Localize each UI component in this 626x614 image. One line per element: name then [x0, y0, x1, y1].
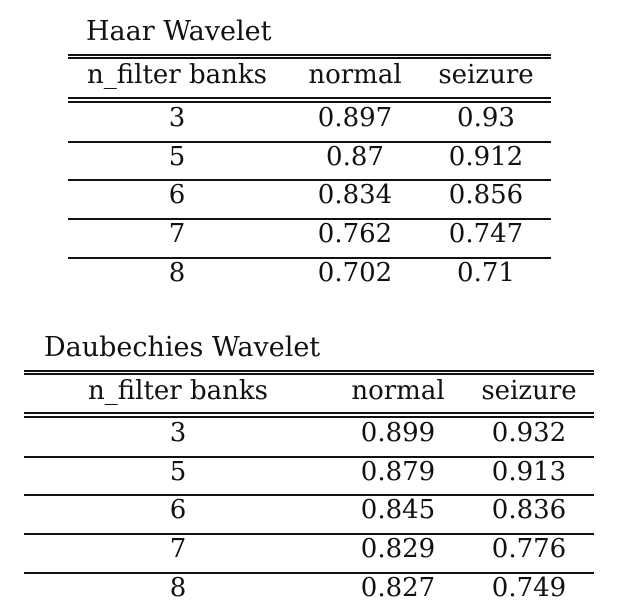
table-rule	[68, 179, 551, 181]
table-rule	[24, 370, 594, 372]
column-header: normal	[308, 60, 402, 90]
table-rule	[24, 572, 594, 574]
daubechies-wavelet-table: Daubechies Wavelet n_filter banks normal se…	[24, 334, 594, 614]
table-rule	[24, 456, 594, 458]
table-cell: 8	[169, 573, 187, 603]
table-rule	[68, 141, 551, 143]
column-header: normal	[351, 376, 445, 406]
table-cell: 5	[169, 457, 187, 487]
table-cell: 0.834	[317, 180, 393, 210]
table-cell: 0.879	[360, 457, 436, 487]
table-cell: 0.913	[491, 457, 567, 487]
table-rule	[68, 54, 551, 56]
table-cell: 0.856	[448, 180, 524, 210]
table-cell: 0.845	[360, 495, 436, 525]
table-cell: 0.827	[360, 573, 436, 603]
table-cell: 7	[168, 219, 186, 249]
table-cell: 8	[168, 258, 186, 288]
column-header: n_filter banks	[88, 376, 268, 406]
table-rule	[68, 101, 551, 103]
table-cell: 0.762	[317, 219, 393, 249]
table-cell: 0.829	[360, 534, 436, 564]
table-cell: 0.899	[360, 418, 436, 448]
table-cell: 3	[169, 418, 187, 448]
table-cell: 0.747	[448, 219, 524, 249]
table-cell: 7	[169, 534, 187, 564]
table-caption: Daubechies Wavelet	[44, 332, 321, 363]
column-header: n_filter banks	[87, 60, 267, 90]
column-header: seizure	[438, 60, 534, 90]
table-cell: 0.932	[491, 418, 567, 448]
table-rule	[24, 412, 594, 414]
table-cell: 0.836	[491, 495, 567, 525]
table-rule	[68, 97, 551, 99]
table-cell: 0.93	[457, 103, 515, 133]
table-cell: 0.87	[326, 142, 384, 172]
table-cell: 0.897	[317, 103, 393, 133]
column-header: seizure	[481, 376, 577, 406]
table-cell: 6	[168, 180, 186, 210]
table-cell: 0.912	[448, 142, 524, 172]
table-rule	[24, 373, 594, 375]
table-cell: 0.71	[457, 258, 515, 288]
table-cell: 6	[169, 495, 187, 525]
table-cell: 3	[168, 103, 186, 133]
table-cell: 5	[168, 142, 186, 172]
table-cell: 0.702	[317, 258, 393, 288]
table-rule	[68, 57, 551, 59]
table-caption: Haar Wavelet	[86, 16, 272, 47]
table-rule	[24, 416, 594, 418]
table-rule	[24, 494, 594, 496]
table-cell: 0.749	[491, 573, 567, 603]
table-rule	[68, 257, 551, 259]
table-cell: 0.776	[491, 534, 567, 564]
table-rule	[24, 533, 594, 535]
table-rule	[68, 218, 551, 220]
haar-wavelet-table: Haar Wavelet n_filter banks normal seizure 3…	[68, 18, 551, 298]
